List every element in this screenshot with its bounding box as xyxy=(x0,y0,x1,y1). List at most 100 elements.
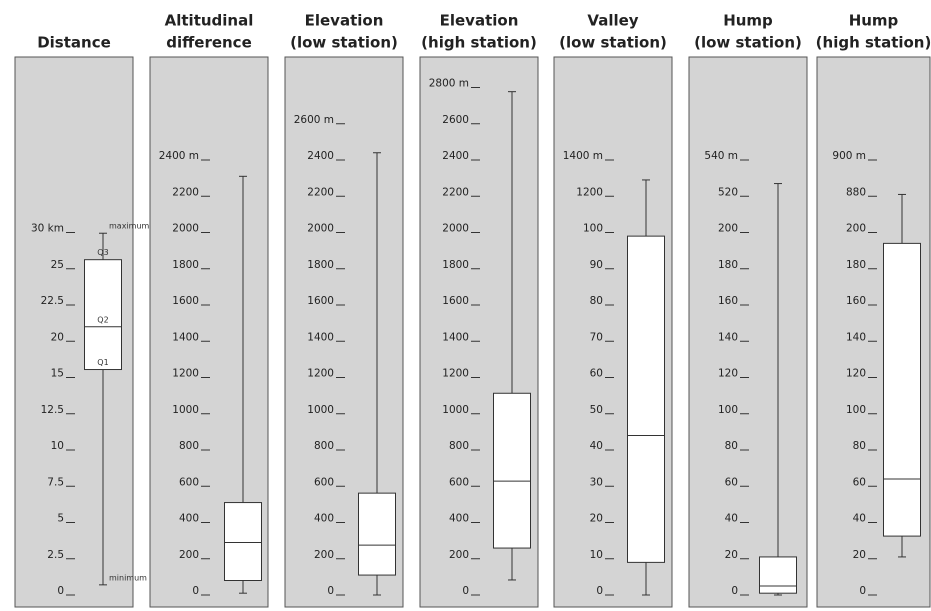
y-tick-label: 800 xyxy=(314,440,334,452)
annotation: maximum xyxy=(109,222,150,231)
y-tick-label: 120 xyxy=(846,368,866,380)
y-tick-label: 1000 xyxy=(442,404,469,416)
y-tick-label: 0 xyxy=(327,585,334,597)
y-tick-label: 80 xyxy=(853,440,866,452)
y-tick-label: 20 xyxy=(725,549,738,561)
y-tick-label: 120 xyxy=(718,368,738,380)
box xyxy=(358,492,396,576)
y-tick-label: 1800 xyxy=(172,259,199,271)
y-tick-label: 140 xyxy=(846,331,866,343)
y-tick-label: 200 xyxy=(846,223,866,235)
y-tick-label: 2400 xyxy=(442,150,469,162)
y-tick-label: 160 xyxy=(718,295,738,307)
y-tick-label: 2200 xyxy=(307,186,334,198)
y-tick-label: 1800 xyxy=(442,259,469,271)
y-tick-label: 2200 xyxy=(172,186,199,198)
y-tick-label: 20 xyxy=(51,331,64,343)
y-tick-label: 2000 xyxy=(307,223,334,235)
y-tick-label: 1200 xyxy=(442,368,469,380)
y-tick-label: 880 xyxy=(846,186,866,198)
panel xyxy=(688,56,808,608)
y-tick-label: 540 m xyxy=(704,150,738,162)
y-tick-label: 2600 xyxy=(442,114,469,126)
y-tick-label: 800 xyxy=(179,440,199,452)
y-tick-label: 80 xyxy=(725,440,738,452)
y-tick-label: 1200 xyxy=(307,368,334,380)
y-tick-label: 40 xyxy=(853,513,866,525)
y-tick-label: 100 xyxy=(718,404,738,416)
y-tick-label: 800 xyxy=(449,440,469,452)
y-tick-label: 90 xyxy=(590,259,603,271)
panel-title: (low station) xyxy=(559,34,667,52)
y-tick-label: 10 xyxy=(51,440,64,452)
y-tick-label: 0 xyxy=(462,585,469,597)
y-tick-label: 1200 xyxy=(172,368,199,380)
y-tick-label: 30 xyxy=(590,476,603,488)
y-tick-label: 70 xyxy=(590,331,603,343)
annotation: Q3 xyxy=(97,248,108,257)
y-tick-label: 100 xyxy=(583,223,603,235)
panel-title: Hump xyxy=(849,12,899,30)
y-tick-label: 20 xyxy=(590,513,603,525)
y-tick-label: 7.5 xyxy=(47,476,64,488)
y-tick-label: 50 xyxy=(590,404,603,416)
y-tick-label: 600 xyxy=(179,476,199,488)
y-tick-label: 900 m xyxy=(832,150,866,162)
y-tick-label: 20 xyxy=(853,549,866,561)
panel-title: Valley xyxy=(587,12,638,30)
y-tick-label: 5 xyxy=(57,513,64,525)
panel-title: (low station) xyxy=(290,34,398,52)
y-tick-label: 2000 xyxy=(442,223,469,235)
y-tick-label: 100 xyxy=(846,404,866,416)
y-tick-label: 1400 m xyxy=(563,150,603,162)
y-tick-label: 60 xyxy=(725,476,738,488)
y-tick-label: 400 xyxy=(179,513,199,525)
y-tick-label: 180 xyxy=(846,259,866,271)
y-tick-label: 15 xyxy=(51,368,64,380)
annotation: Q2 xyxy=(97,315,108,324)
y-tick-label: 140 xyxy=(718,331,738,343)
y-tick-label: 12.5 xyxy=(41,404,64,416)
box xyxy=(493,392,531,549)
y-tick-label: 2400 m xyxy=(159,150,199,162)
y-tick-label: 2000 xyxy=(172,223,199,235)
y-tick-label: 1600 xyxy=(172,295,199,307)
y-tick-label: 0 xyxy=(192,585,199,597)
y-tick-label: 1400 xyxy=(307,331,334,343)
y-tick-label: 1600 xyxy=(307,295,334,307)
panel-title: (high station) xyxy=(816,34,931,52)
y-tick-label: 1800 xyxy=(307,259,334,271)
box xyxy=(627,235,665,563)
y-tick-label: 400 xyxy=(449,513,469,525)
y-tick-label: 200 xyxy=(179,549,199,561)
annotation: Q1 xyxy=(97,358,108,367)
y-tick-label: 600 xyxy=(314,476,334,488)
y-tick-label: 1600 xyxy=(442,295,469,307)
y-tick-label: 2200 xyxy=(442,186,469,198)
panel-title: difference xyxy=(166,34,252,52)
annotation: minimum xyxy=(109,573,147,582)
y-tick-label: 0 xyxy=(731,585,738,597)
panel-title: Elevation xyxy=(305,12,384,30)
y-tick-label: 0 xyxy=(596,585,603,597)
box xyxy=(759,556,797,594)
y-tick-label: 180 xyxy=(718,259,738,271)
panel-title: Elevation xyxy=(440,12,519,30)
y-tick-label: 1000 xyxy=(307,404,334,416)
y-tick-label: 1000 xyxy=(172,404,199,416)
y-tick-label: 200 xyxy=(314,549,334,561)
box xyxy=(224,502,262,581)
y-tick-label: 0 xyxy=(57,585,64,597)
y-tick-label: 1400 xyxy=(442,331,469,343)
y-tick-label: 1400 xyxy=(172,331,199,343)
y-tick-label: 400 xyxy=(314,513,334,525)
y-tick-label: 22.5 xyxy=(41,295,64,307)
panel-title: (low station) xyxy=(694,34,802,52)
y-tick-label: 0 xyxy=(859,585,866,597)
y-tick-label: 60 xyxy=(590,368,603,380)
panel-title: Distance xyxy=(37,34,111,52)
box xyxy=(883,242,921,537)
y-tick-label: 10 xyxy=(590,549,603,561)
y-tick-label: 2800 m xyxy=(429,78,469,90)
